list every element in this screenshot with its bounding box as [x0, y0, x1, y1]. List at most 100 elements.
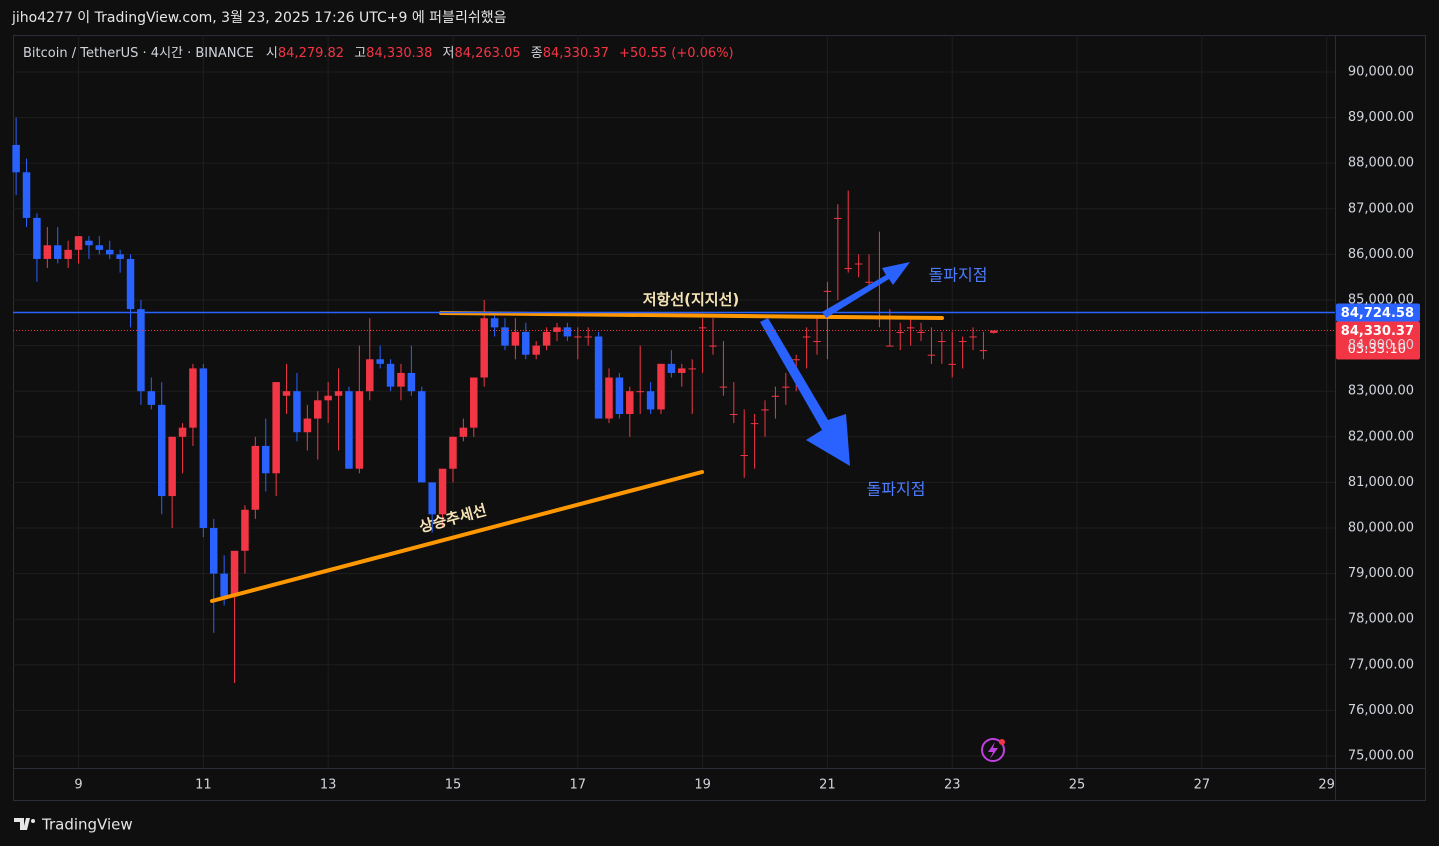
- legend-high-label: 고: [354, 46, 366, 61]
- candle-body: [64, 249, 72, 259]
- y-tick-label: 76,000.00: [1348, 703, 1414, 718]
- candle-body: [251, 445, 260, 510]
- candle-body: [189, 368, 197, 428]
- candle-body: [563, 327, 572, 337]
- arrow-down: [760, 318, 850, 466]
- candle-body: [979, 350, 988, 352]
- candle-body: [532, 345, 540, 355]
- candle-body: [688, 368, 696, 370]
- legend-low-label: 저: [442, 46, 454, 61]
- grid: [13, 35, 1335, 768]
- candle-body: [33, 217, 41, 259]
- candle-body: [958, 341, 967, 343]
- candle-body: [241, 509, 249, 551]
- candle-body: [74, 236, 83, 250]
- candle-body: [927, 354, 936, 356]
- y-tick-label: 82,000.00: [1348, 429, 1414, 444]
- candle-body: [428, 482, 436, 515]
- candle-body: [792, 359, 800, 361]
- y-tick-label: 81,000.00: [1348, 475, 1414, 490]
- candle-body: [85, 240, 93, 246]
- hline-tag: [1336, 303, 1420, 322]
- candle-body: [272, 382, 280, 474]
- chart-frame: [13, 35, 1426, 801]
- candle-body: [95, 245, 104, 250]
- countdown: 03:33:10: [1348, 342, 1406, 357]
- candle-body: [366, 359, 374, 392]
- candle-body: [584, 336, 592, 338]
- candle-body: [376, 359, 384, 364]
- candle-body: [813, 341, 821, 343]
- x-tick-label: 17: [570, 778, 587, 793]
- candle-body: [501, 327, 509, 346]
- hline-tag-label: 84,724.58: [1341, 306, 1414, 321]
- candle-body: [355, 391, 364, 469]
- candle-body: [293, 391, 301, 433]
- candle-body: [740, 455, 748, 457]
- resistance-line: [439, 311, 944, 320]
- candle-body: [761, 409, 769, 411]
- candle-body: [199, 368, 208, 528]
- candle-body: [470, 377, 478, 428]
- candle-body: [626, 391, 634, 414]
- y-tick-label: 78,000.00: [1348, 612, 1414, 627]
- candle-body: [449, 436, 457, 469]
- footer-logo-dot: [31, 819, 35, 823]
- alert-icon[interactable]: [981, 738, 1005, 762]
- candle-body: [438, 468, 447, 515]
- candle-body: [386, 363, 395, 387]
- candle-body: [459, 427, 468, 437]
- candle-body: [522, 331, 530, 355]
- candle-body: [782, 386, 790, 388]
- x-tick-label: 27: [1194, 778, 1211, 793]
- candle-body: [542, 331, 551, 346]
- candle-body: [12, 144, 20, 173]
- arrow-up: [822, 262, 910, 318]
- breakout-label: 돌파지점: [867, 480, 926, 499]
- y-tick-label: 83,000.00: [1348, 384, 1414, 399]
- y-tick-label: 90,000.00: [1348, 64, 1414, 79]
- candle-body: [730, 413, 738, 415]
- candle-body: [969, 336, 977, 338]
- alert-dot: [999, 739, 1005, 745]
- legend-open-label: 시: [266, 46, 278, 61]
- candle-body: [906, 327, 915, 329]
- candle-body: [230, 550, 239, 597]
- candle-body: [137, 309, 145, 392]
- resistance-label: 저항선(지지선): [643, 291, 740, 309]
- y-tick-label: 88,000.00: [1348, 156, 1414, 171]
- candle-body: [490, 318, 499, 328]
- candle-body: [105, 249, 114, 255]
- legend-close: 84,330.37: [543, 46, 609, 61]
- breakout-label: 돌파지점: [929, 266, 988, 285]
- x-tick-label: 29: [1318, 778, 1335, 793]
- candle-body: [657, 363, 665, 410]
- candle-body: [698, 327, 707, 329]
- candle-body: [262, 445, 270, 474]
- legend-high: 84,330.38: [366, 46, 432, 61]
- candle-body: [147, 391, 156, 405]
- candle-body: [480, 318, 488, 378]
- candle-body: [886, 345, 894, 347]
- candle-body: [282, 391, 291, 396]
- candle-body: [22, 172, 31, 218]
- candle-body: [896, 331, 904, 333]
- candle-body: [553, 327, 561, 332]
- candle-body: [854, 263, 863, 265]
- trend-line: [210, 470, 704, 603]
- candle-body: [802, 336, 811, 338]
- candle-body: [220, 573, 228, 597]
- legend-symbol: Bitcoin / TetherUS · 4시간 · BINANCE: [23, 46, 254, 61]
- last-price-label: 84,330.37: [1341, 324, 1414, 339]
- candle-body: [126, 258, 135, 310]
- y-tick-label: 87,000.00: [1348, 201, 1414, 216]
- candle-body: [646, 391, 655, 410]
- x-tick-label: 23: [944, 778, 961, 793]
- y-tick-label: 79,000.00: [1348, 566, 1414, 581]
- candle-body: [990, 330, 998, 333]
- candle-body: [719, 386, 728, 388]
- candle-body: [418, 391, 426, 483]
- y-tick-label: 84,000.00: [1348, 338, 1414, 353]
- footer-logo: [14, 818, 30, 830]
